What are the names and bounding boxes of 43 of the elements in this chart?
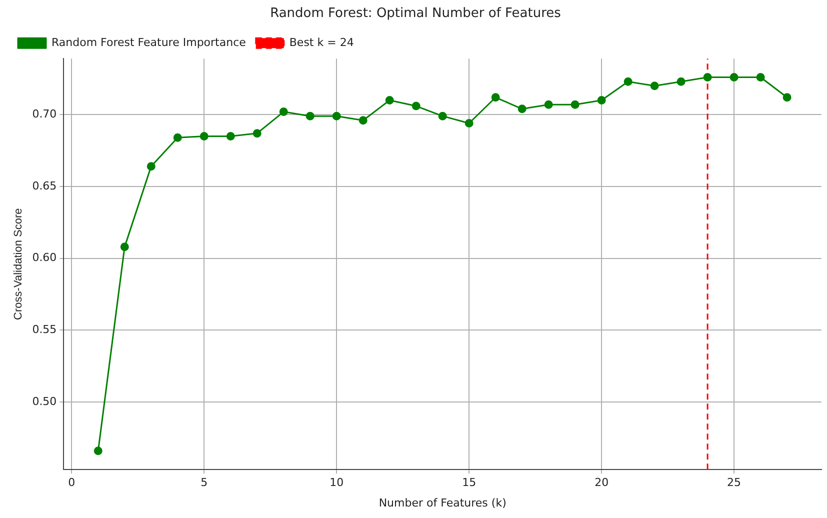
point (518, 104, 526, 114)
legend-label: Best k = 24 (289, 36, 354, 49)
point (650, 82, 659, 90)
point (464, 119, 474, 128)
point (412, 102, 420, 110)
x-tick-label: 25 (727, 476, 742, 490)
point (544, 100, 553, 109)
point (279, 108, 288, 116)
point (756, 73, 765, 82)
point (226, 132, 235, 140)
y-tick-label: 0.50 (32, 394, 57, 408)
point (624, 77, 632, 86)
chart-title: Random Forest: Optimal Number of Features (270, 6, 562, 22)
point (252, 129, 262, 138)
x-tick-label: 5 (200, 476, 208, 490)
x-axis-title: Number of Features (k) (378, 496, 506, 510)
point (570, 100, 580, 109)
point (597, 96, 606, 105)
point (703, 73, 712, 82)
point (173, 133, 182, 142)
point (120, 242, 129, 252)
point (200, 132, 208, 140)
legend-label: Random Forest Feature Importance (52, 36, 246, 49)
point (438, 112, 447, 120)
x-tick-label: 10 (330, 476, 344, 490)
y-tick-label: 0.55 (32, 323, 57, 336)
point (94, 446, 102, 456)
point (146, 162, 156, 171)
y-axis-title: Cross-Validation Score (12, 208, 25, 320)
point (332, 112, 341, 120)
point (358, 116, 368, 125)
point (491, 93, 500, 102)
y-tick-label: 0.70 (32, 108, 57, 121)
point (676, 77, 686, 86)
x-tick-label: 0 (68, 476, 76, 490)
x-tick-label: 15 (462, 476, 476, 490)
point (385, 96, 394, 105)
y-tick-label: 0.60 (32, 251, 57, 264)
y-tick-label: 0.65 (32, 179, 57, 192)
point (730, 73, 738, 82)
point (782, 93, 792, 102)
x-tick-label: 20 (594, 476, 609, 490)
point (306, 112, 314, 120)
